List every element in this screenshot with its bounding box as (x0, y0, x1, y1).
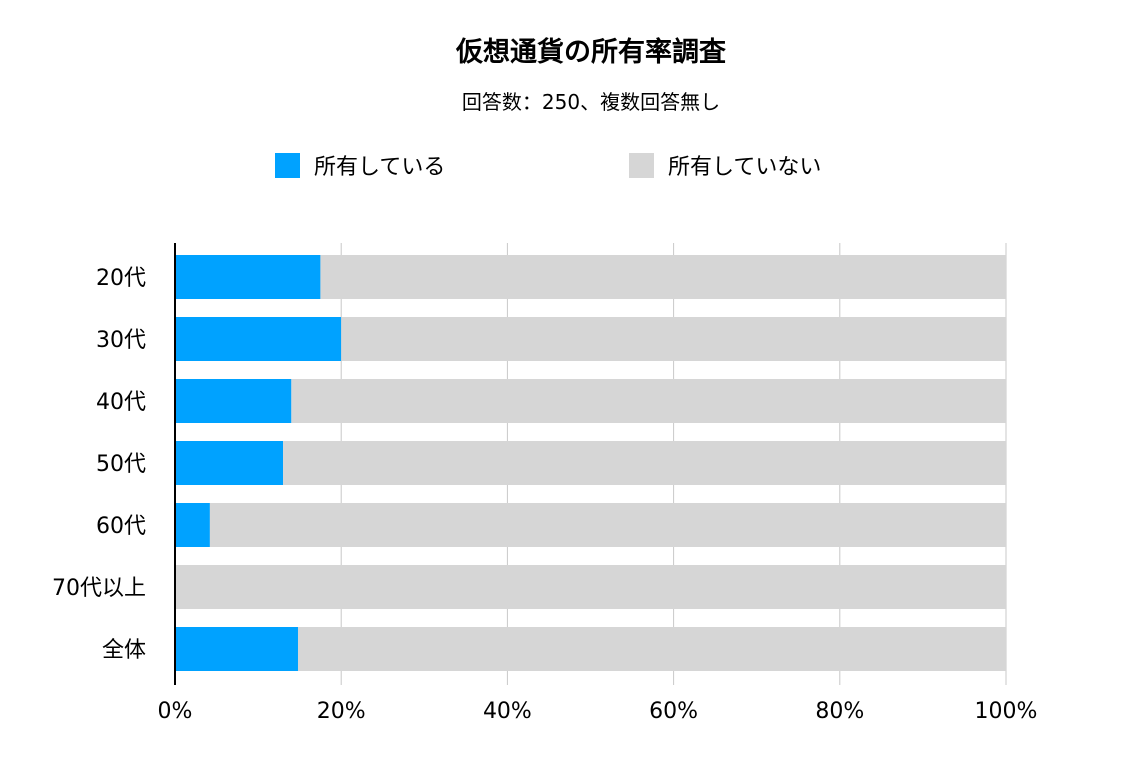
bar-owned (175, 627, 298, 671)
legend-swatch-owned (275, 152, 300, 178)
bar-not-owned (209, 503, 1007, 547)
bar-not-owned (291, 379, 1007, 423)
bar-owned (175, 441, 284, 485)
bar-not-owned (320, 255, 1006, 299)
category-label: 60代 (96, 514, 146, 539)
category-label: 20代 (96, 266, 146, 291)
legend-label-not-owned: 所有していない (668, 155, 822, 180)
category-label: 40代 (96, 390, 146, 415)
bar-owned (175, 317, 342, 361)
bar-not-owned (283, 441, 1006, 485)
bar-owned (175, 379, 292, 423)
chart-legend: 所有している 所有していない (0, 148, 1124, 182)
chart-subtitle: 回答数：250、複数回答無し (461, 90, 721, 114)
category-label: 50代 (96, 452, 146, 477)
bar-owned (175, 255, 321, 299)
bar-owned (175, 503, 210, 547)
category-label: 30代 (96, 328, 146, 353)
x-tick-label: 100% (975, 699, 1038, 724)
x-tick-label: 80% (815, 699, 864, 724)
bar-not-owned (297, 627, 1006, 671)
legend-item-not-owned: 所有していない (629, 148, 821, 182)
legend-item-owned: 所有している (275, 148, 445, 182)
chart-title: 仮想通貨の所有率調査 (456, 37, 726, 68)
bar-not-owned (341, 317, 1006, 361)
x-tick-label: 0% (158, 699, 193, 724)
category-label: 70代以上 (52, 576, 146, 601)
legend-swatch-not-owned (629, 152, 654, 178)
bar-not-owned (175, 565, 1006, 609)
x-tick-label: 60% (649, 699, 698, 724)
legend-label-owned: 所有している (314, 155, 446, 180)
x-tick-label: 40% (483, 699, 532, 724)
category-label: 全体 (102, 638, 146, 663)
x-tick-label: 20% (317, 699, 366, 724)
